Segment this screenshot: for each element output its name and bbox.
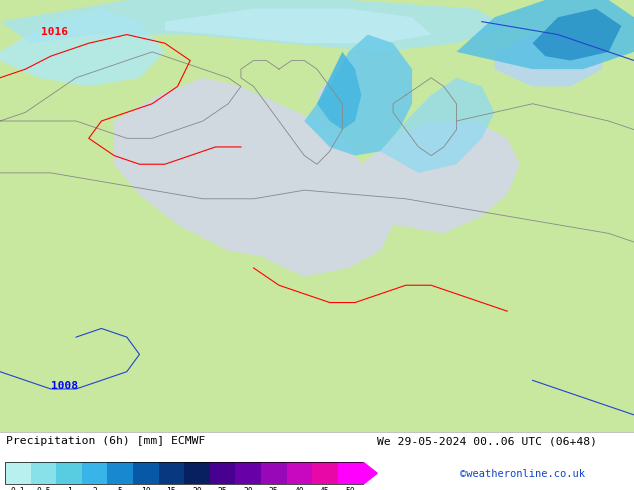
Text: 0.1: 0.1 <box>11 487 25 490</box>
Bar <box>210 462 235 484</box>
Bar <box>235 462 261 484</box>
Polygon shape <box>0 9 165 86</box>
Bar <box>82 462 107 484</box>
Bar <box>261 462 287 484</box>
Text: 0.5: 0.5 <box>36 487 51 490</box>
Text: ©weatheronline.co.uk: ©weatheronline.co.uk <box>460 469 585 479</box>
Polygon shape <box>165 9 431 43</box>
Bar <box>30 462 56 484</box>
Polygon shape <box>317 52 361 130</box>
Text: 1016: 1016 <box>41 26 68 37</box>
Polygon shape <box>0 0 507 52</box>
Polygon shape <box>456 0 634 69</box>
Text: 50: 50 <box>346 487 356 490</box>
Polygon shape <box>114 78 368 259</box>
Bar <box>184 462 210 484</box>
Text: We 29-05-2024 00..06 UTC (06+48): We 29-05-2024 00..06 UTC (06+48) <box>377 436 597 446</box>
Polygon shape <box>361 121 520 233</box>
Text: 1008: 1008 <box>51 381 78 391</box>
Polygon shape <box>495 35 602 86</box>
Text: 35: 35 <box>269 487 278 490</box>
Bar <box>338 462 363 484</box>
Bar <box>5 462 363 484</box>
Bar <box>287 462 312 484</box>
Polygon shape <box>304 35 412 156</box>
Text: 10: 10 <box>141 487 151 490</box>
Text: 1: 1 <box>67 487 72 490</box>
Bar <box>133 462 158 484</box>
Bar <box>158 462 184 484</box>
Text: 20: 20 <box>192 487 202 490</box>
Bar <box>312 462 338 484</box>
Text: 40: 40 <box>294 487 304 490</box>
Text: 25: 25 <box>217 487 228 490</box>
Text: 15: 15 <box>167 487 176 490</box>
Text: Precipitation (6h) [mm] ECMWF: Precipitation (6h) [mm] ECMWF <box>6 436 205 446</box>
Bar <box>107 462 133 484</box>
Text: 45: 45 <box>320 487 330 490</box>
Bar <box>56 462 82 484</box>
Text: 30: 30 <box>243 487 253 490</box>
Polygon shape <box>533 9 621 60</box>
Polygon shape <box>317 52 361 121</box>
Polygon shape <box>241 121 393 276</box>
Text: 5: 5 <box>118 487 122 490</box>
Text: 2: 2 <box>92 487 97 490</box>
Polygon shape <box>380 78 495 173</box>
Polygon shape <box>363 462 377 484</box>
Bar <box>5 462 30 484</box>
